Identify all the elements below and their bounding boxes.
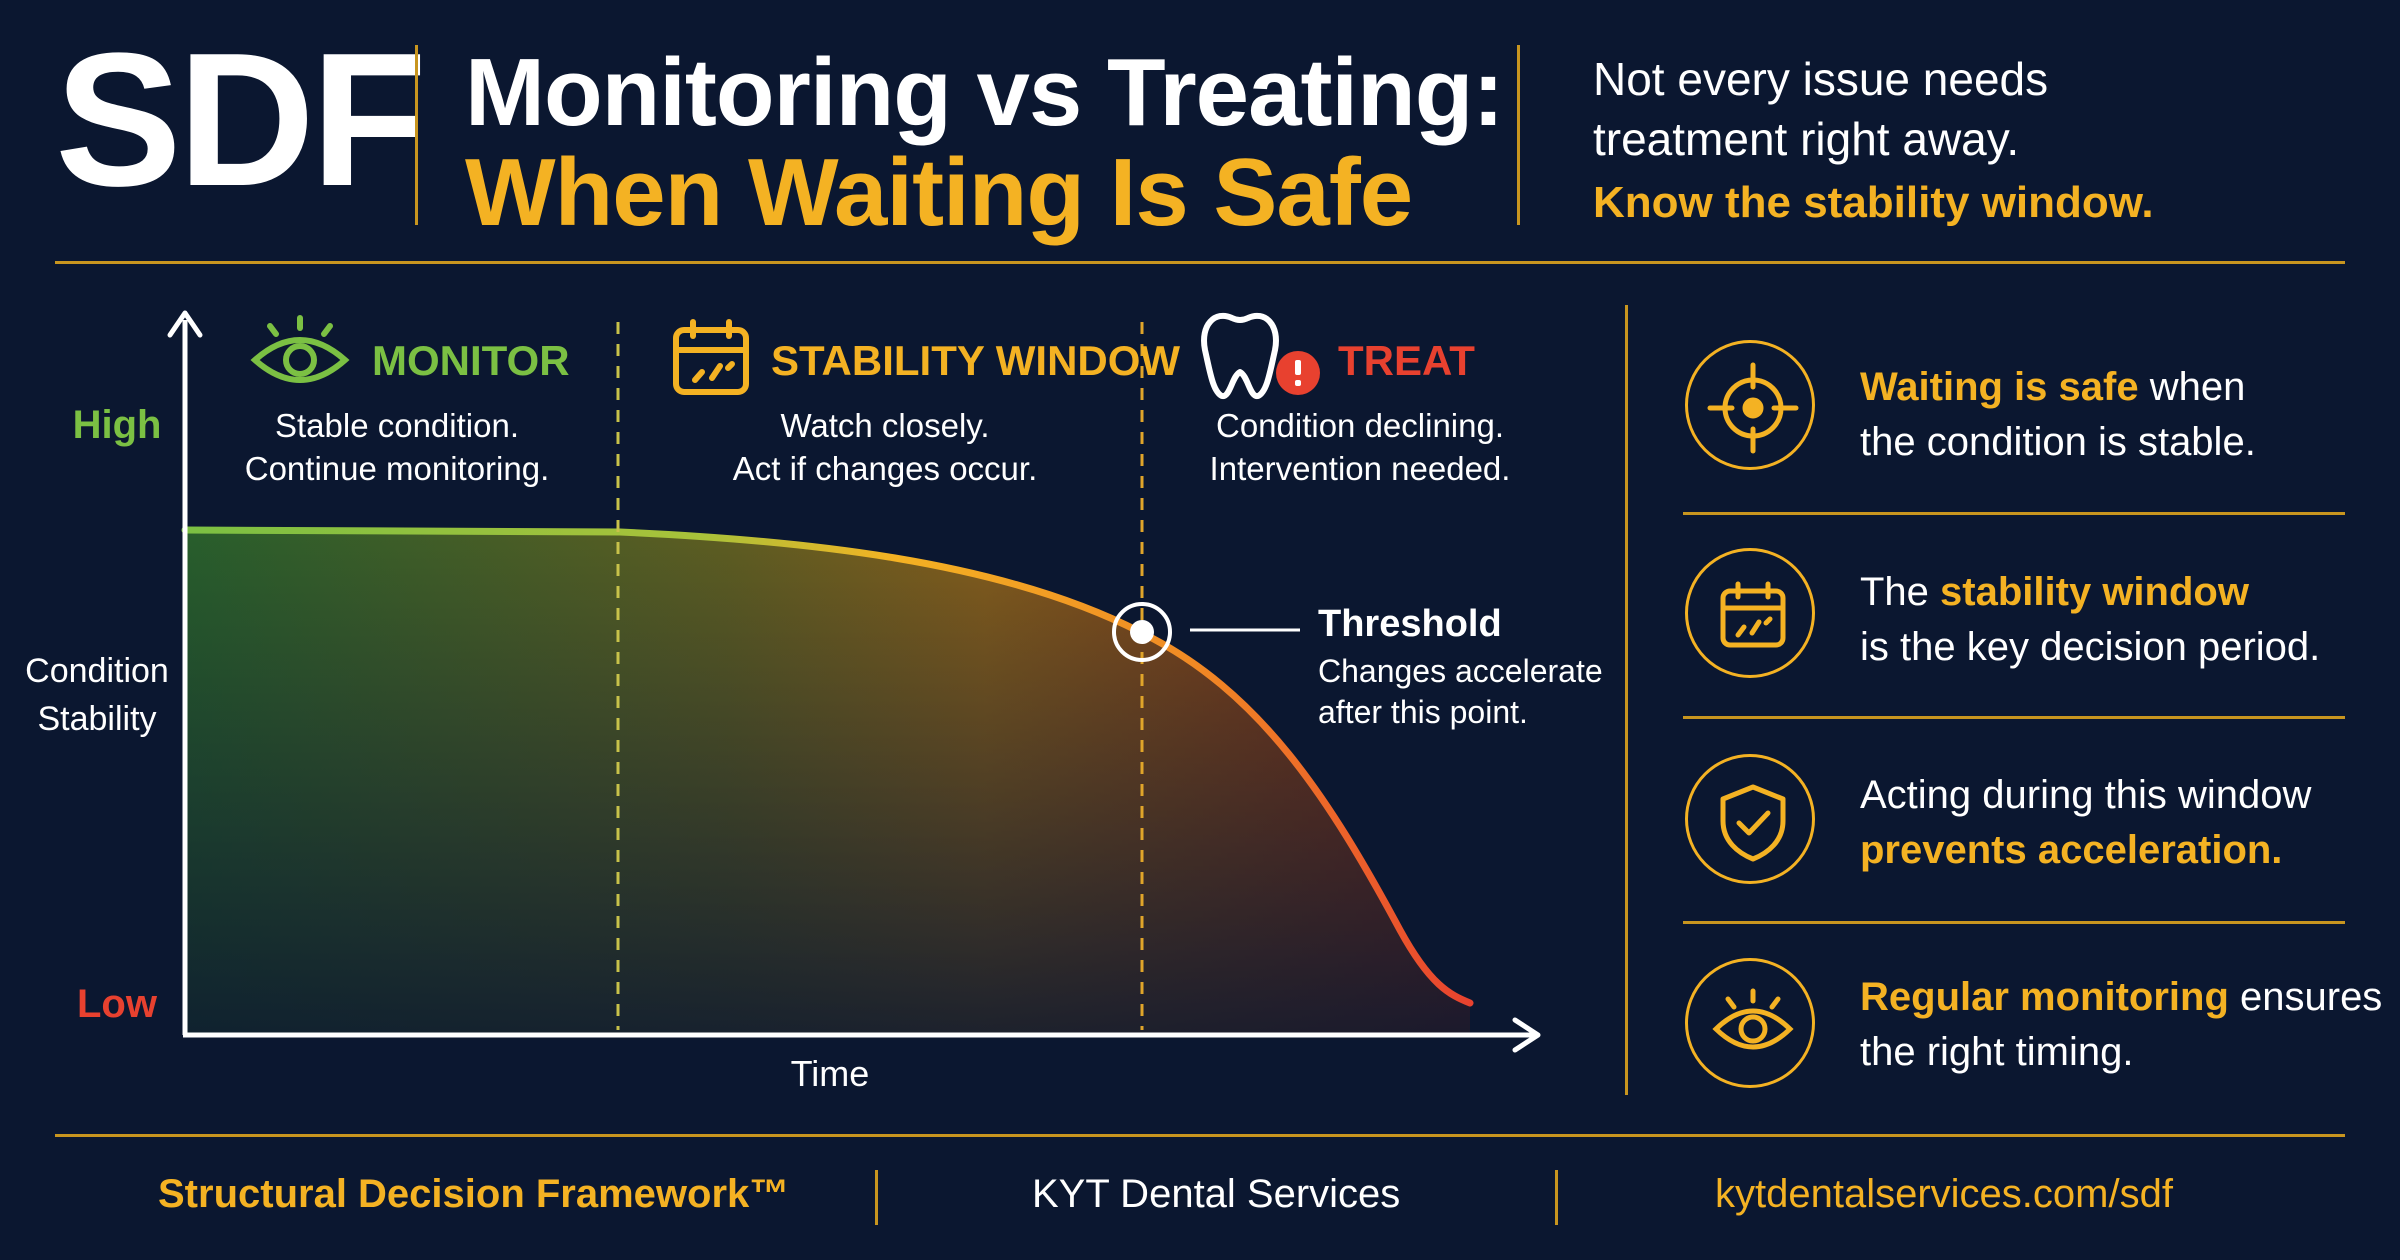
panel-divider	[1625, 305, 1628, 1095]
side-item-2: The stability window is the key decision…	[1860, 565, 2320, 675]
header-divider	[1517, 45, 1520, 225]
y-axis-arrow	[167, 310, 203, 338]
footer-framework: Structural Decision Framework™	[158, 1172, 790, 1216]
zone-desc-stability-line1: Watch closely.	[780, 407, 989, 444]
side-item-2-b: stability window	[1940, 570, 2249, 614]
page-title-line2: When Waiting Is Safe	[465, 139, 1413, 246]
threshold-title: Threshold	[1318, 603, 1502, 645]
brand-logo: SDF	[55, 14, 427, 226]
stability-area-fade	[185, 530, 1470, 1035]
zone-desc-treat-line2: Intervention needed.	[1210, 450, 1511, 487]
side-item-3-c: prevents acceleration.	[1860, 828, 2283, 873]
tagline-line1: Not every issue needs	[1593, 53, 2049, 105]
side-item-1-b: when	[2138, 365, 2246, 409]
stability-curve	[181, 526, 1474, 1007]
shield-check-icon	[1685, 754, 1815, 884]
zone-title-treat: TREAT	[1338, 337, 1475, 384]
footer-divider	[1555, 1170, 1558, 1225]
side-item-2-d: is the key decision period.	[1860, 625, 2321, 670]
side-item-4-a: Regular monitoring	[1860, 975, 2229, 1019]
side-item-1-a: Waiting is safe	[1860, 365, 2139, 409]
page-title-line1: Monitoring vs Treating:	[465, 39, 1504, 146]
x-axis-arrow	[1512, 1017, 1541, 1053]
eye-icon	[250, 315, 350, 383]
threshold-desc-line2: after this point.	[1318, 694, 1528, 730]
footer-url[interactable]: kytdentalservices.com/sdf	[1715, 1172, 2173, 1216]
side-item-3-a: Acting during this window	[1860, 773, 2312, 817]
tagline-highlight: Know the stability window.	[1593, 178, 2154, 227]
panel-rule	[1683, 921, 2345, 924]
side-item-4-b: ensures	[2228, 975, 2383, 1019]
header-divider	[415, 45, 418, 225]
y-axis-label-line2: Stability	[37, 700, 156, 738]
side-item-4: Regular monitoring ensures the right tim…	[1860, 970, 2382, 1080]
footer-divider	[875, 1170, 878, 1225]
y-axis-label-line1: Condition	[25, 652, 169, 690]
zone-desc-stability-line2: Act if changes occur.	[733, 450, 1038, 487]
header-rule	[55, 261, 2345, 264]
side-item-3: Acting during this window prevents accel…	[1860, 768, 2311, 878]
calendar-icon	[1685, 548, 1815, 678]
footer-company: KYT Dental Services	[1032, 1172, 1401, 1216]
x-axis-label: Time	[791, 1053, 870, 1094]
zone-title-monitor: MONITOR	[372, 337, 570, 384]
side-item-2-a: The	[1860, 570, 1941, 614]
tagline-line2: treatment right away.	[1593, 113, 2020, 165]
zone-desc-monitor-line1: Stable condition.	[275, 407, 519, 444]
side-item-1: Waiting is safe when the condition is st…	[1860, 360, 2256, 470]
zone-desc-treat-line1: Condition declining.	[1216, 407, 1504, 444]
side-item-1-d: the condition is stable.	[1860, 420, 2256, 465]
zone-desc-monitor-line2: Continue monitoring.	[245, 450, 550, 487]
threshold-marker	[1112, 602, 1300, 662]
threshold-desc-line1: Changes accelerate	[1318, 653, 1603, 689]
panel-rule	[1683, 512, 2345, 515]
footer-rule	[55, 1134, 2345, 1137]
y-axis-high: High	[73, 403, 162, 447]
tooth-alert-icon	[1201, 312, 1320, 399]
zone-title-stability-window: STABILITY WINDOW	[771, 337, 1180, 384]
target-icon	[1685, 340, 1815, 470]
eye-icon	[1685, 958, 1815, 1088]
calendar-icon	[673, 319, 749, 395]
y-axis-low: Low	[77, 982, 158, 1026]
side-item-4-d: the right timing.	[1860, 1030, 2134, 1075]
panel-rule	[1683, 716, 2345, 719]
